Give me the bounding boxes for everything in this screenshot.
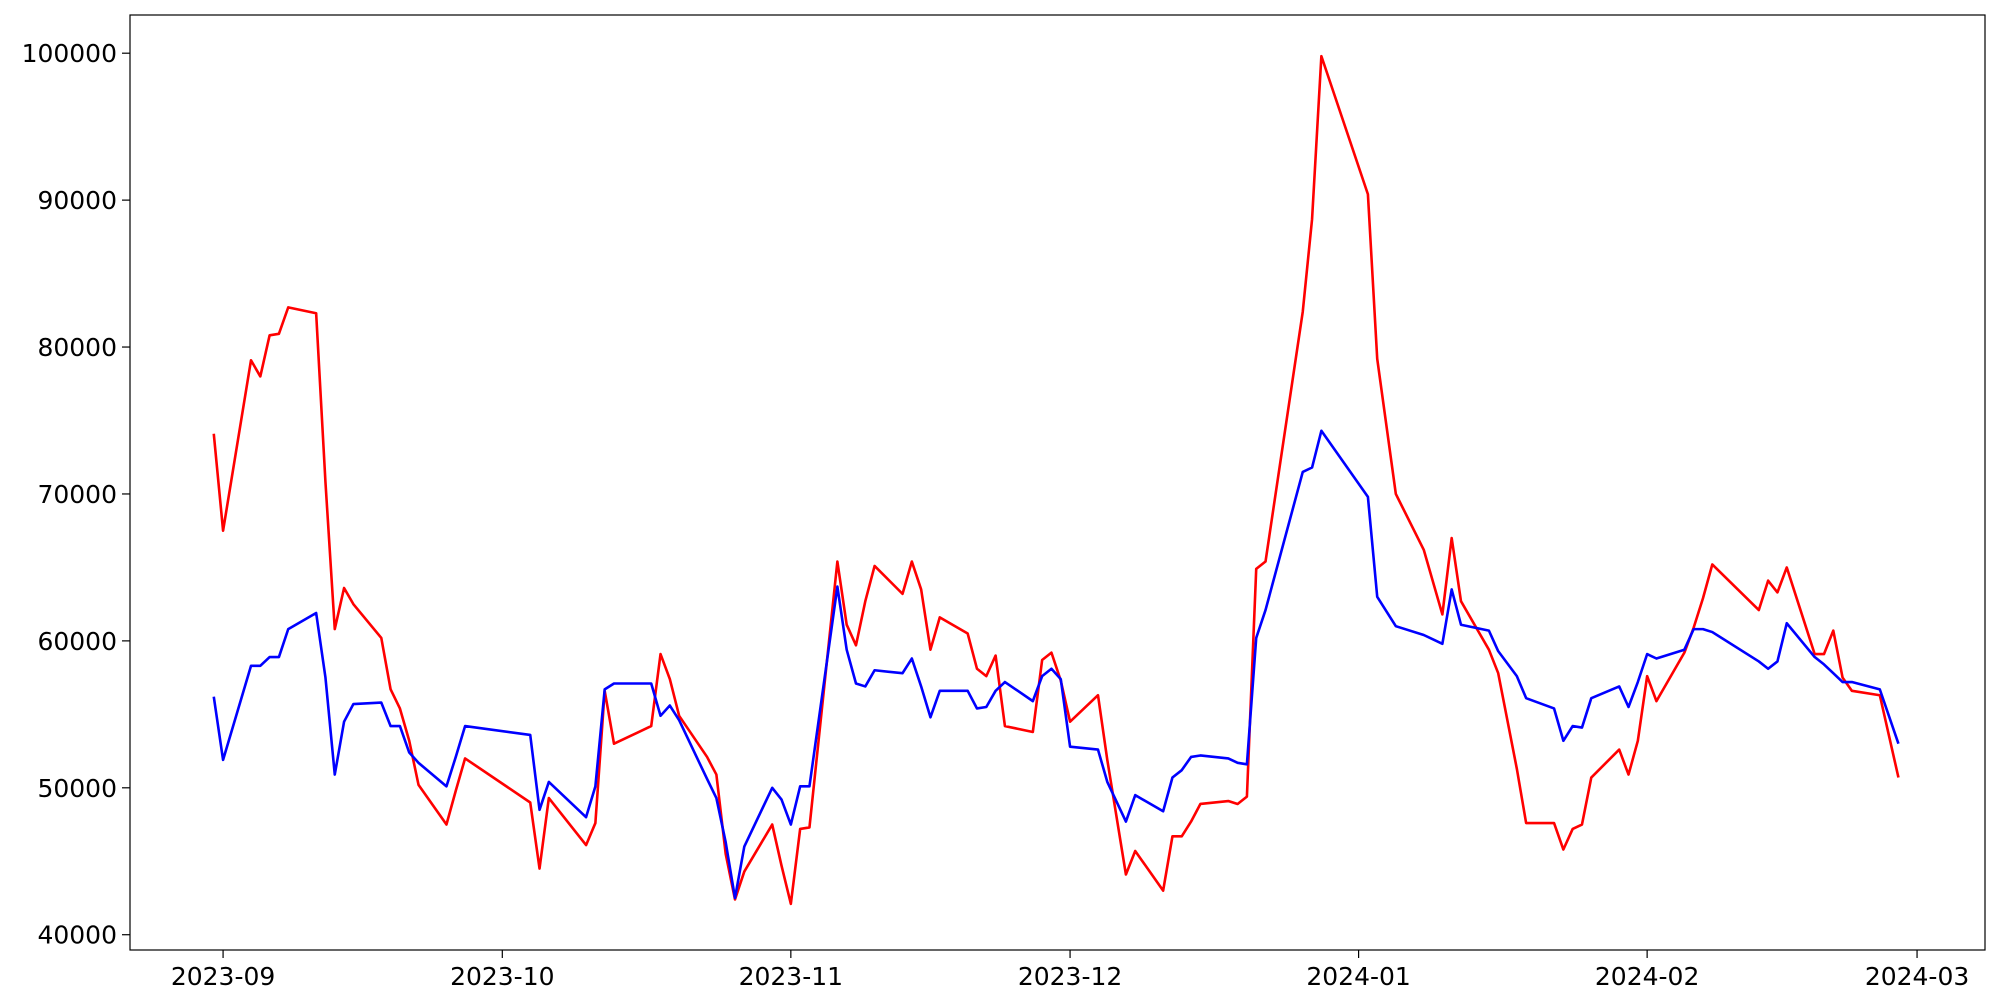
y-tick-label: 80000 — [37, 333, 117, 362]
x-tick-label: 2023-09 — [171, 962, 275, 991]
line-series — [212, 54, 1900, 906]
y-tick-label: 90000 — [37, 186, 117, 215]
x-tick-label: 2023-12 — [1018, 962, 1122, 991]
x-tick-label: 2024-01 — [1306, 962, 1410, 991]
x-tick-label: 2023-11 — [739, 962, 843, 991]
y-tick-label: 60000 — [37, 627, 117, 656]
line-series — [212, 429, 1900, 900]
x-tick-label: 2024-03 — [1865, 962, 1969, 991]
plot-frame — [129, 14, 1986, 951]
y-tick-label: 40000 — [37, 921, 117, 950]
y-tick-label: 70000 — [37, 480, 117, 509]
y-tick-label: 100000 — [22, 39, 117, 68]
y-tick-label: 50000 — [37, 774, 117, 803]
x-tick-label: 2024-02 — [1595, 962, 1699, 991]
x-tick-label: 2023-10 — [450, 962, 554, 991]
